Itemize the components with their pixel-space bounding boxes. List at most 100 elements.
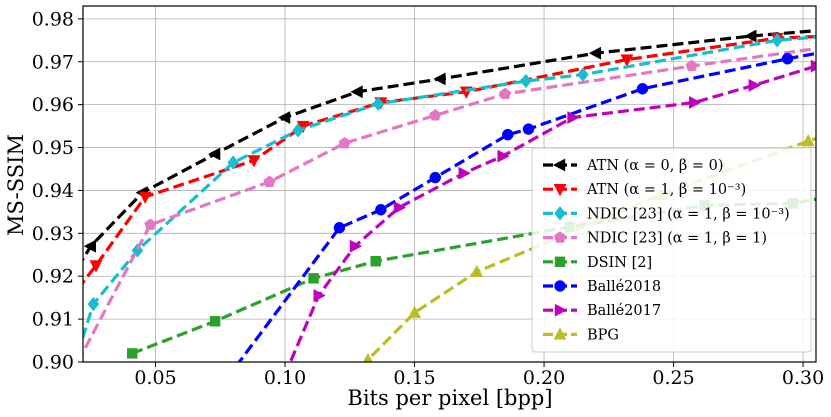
- data-point: [810, 59, 816, 73]
- data-point: [781, 53, 794, 65]
- data-point: [267, 399, 279, 411]
- legend-entry: ATN (α = 1, β = 10⁻³): [543, 182, 746, 198]
- data-point: [202, 399, 213, 410]
- legend-label: BPG: [587, 327, 619, 343]
- data-point: [771, 33, 783, 48]
- legend-entry: NDIC [23] (α = 1, β = 1): [543, 231, 767, 247]
- legend-marker: [553, 231, 567, 243]
- data-point: [138, 191, 152, 205]
- y-tick-label: 0.92: [32, 266, 74, 288]
- data-point: [127, 348, 138, 359]
- series-line: [83, 46, 816, 356]
- data-point: [83, 239, 96, 253]
- series-line: [288, 64, 816, 362]
- data-point: [393, 201, 407, 215]
- data-point: [620, 54, 634, 67]
- legend-label: ATN (α = 0, β = 0): [586, 158, 724, 174]
- data-point: [349, 239, 363, 253]
- data-point: [344, 373, 356, 385]
- data-point: [823, 41, 831, 52]
- x-ticks: 0.05 0.10 0.15 0.20 0.25 0.30: [134, 362, 824, 389]
- y-tick-label: 0.96: [32, 94, 74, 116]
- legend-marker: [552, 158, 566, 172]
- legend-marker: [553, 184, 567, 197]
- data-point: [207, 147, 221, 161]
- data-point: [370, 256, 381, 267]
- data-point: [502, 128, 514, 141]
- data-point: [499, 87, 512, 100]
- legend-entry: ATN (α = 0, β = 0): [543, 158, 724, 174]
- data-point: [801, 133, 815, 147]
- data-point: [375, 203, 387, 216]
- data-point: [277, 111, 291, 124]
- legend-label: NDIC [23] (α = 1, β = 10⁻³): [587, 206, 790, 222]
- data-point: [567, 111, 580, 124]
- legend-label: Ballé2017: [587, 303, 661, 319]
- series-line: [83, 29, 816, 263]
- data-point: [372, 96, 385, 112]
- data-point: [577, 67, 589, 82]
- data-point: [689, 96, 702, 109]
- legend-label: Ballé2018: [587, 279, 661, 295]
- series-4: [83, 41, 831, 362]
- data-point: [636, 83, 649, 95]
- data-point: [823, 46, 831, 57]
- legend-label: NDIC [23] (α = 1, β = 1): [587, 231, 767, 247]
- series-6: [202, 46, 831, 410]
- data-point: [429, 109, 442, 121]
- data-point: [822, 24, 831, 36]
- data-point: [363, 352, 373, 362]
- data-point: [350, 85, 363, 99]
- data-point: [685, 59, 698, 72]
- data-point: [588, 46, 602, 60]
- y-tick-label: 0.91: [32, 309, 74, 331]
- data-point: [313, 289, 326, 302]
- series-7: [267, 59, 816, 411]
- data-point: [433, 72, 446, 86]
- legend-marker: [554, 256, 566, 268]
- data-point: [87, 296, 100, 312]
- y-tick-label: 0.93: [32, 223, 74, 245]
- data-point: [144, 218, 157, 230]
- data-point: [209, 316, 221, 327]
- legend: ATN (α = 0, β = 0) ATN (α = 1, β = 10⁻³) N…: [531, 147, 812, 353]
- data-point: [227, 155, 240, 170]
- x-axis-title: Bits per pixel [bpp]: [347, 386, 552, 410]
- data-point: [89, 260, 103, 273]
- legend-entry: NDIC [23] (α = 1, β = 10⁻³): [543, 206, 790, 222]
- x-tick-label: 0.25: [652, 367, 694, 389]
- legend-marker: [554, 303, 568, 317]
- data-point: [429, 171, 442, 184]
- y-tick-label: 0.98: [32, 8, 74, 30]
- legend-label: ATN (α = 1, β = 10⁻³): [586, 182, 746, 198]
- series-line: [83, 35, 816, 343]
- plot-frame: [82, 5, 817, 363]
- x-tick-label: 0.10: [264, 367, 306, 389]
- x-tick-label: 0.30: [782, 367, 824, 389]
- data-point: [823, 31, 831, 43]
- data-point: [522, 123, 535, 135]
- legend-entry: Ballé2018: [543, 279, 661, 295]
- data-point: [458, 166, 471, 180]
- y-tick-label: 0.94: [32, 180, 74, 202]
- data-point: [333, 221, 346, 234]
- legend-marker: [554, 206, 566, 221]
- data-point: [497, 149, 510, 163]
- legend-marker: [553, 327, 567, 340]
- y-tick-label: 0.90: [32, 352, 74, 374]
- data-point: [744, 29, 757, 43]
- y-tick-label: 0.97: [32, 51, 74, 73]
- x-tick-label: 0.20: [523, 367, 565, 389]
- legend-box: [531, 147, 812, 353]
- data-point: [823, 128, 831, 140]
- data-point: [292, 123, 304, 138]
- data-point: [308, 273, 319, 284]
- legend-entry: BPG: [543, 327, 619, 343]
- legend-entry: DSIN [2]: [543, 255, 652, 271]
- legend-entry: Ballé2017: [543, 303, 661, 319]
- x-tick-label: 0.05: [134, 367, 176, 389]
- y-ticks: 0.90 0.91 0.92 0.93 0.94 0.95 0.96 0.97 0.98: [32, 8, 83, 374]
- data-point: [408, 305, 421, 318]
- series-3: [83, 33, 816, 355]
- data-point: [338, 136, 351, 149]
